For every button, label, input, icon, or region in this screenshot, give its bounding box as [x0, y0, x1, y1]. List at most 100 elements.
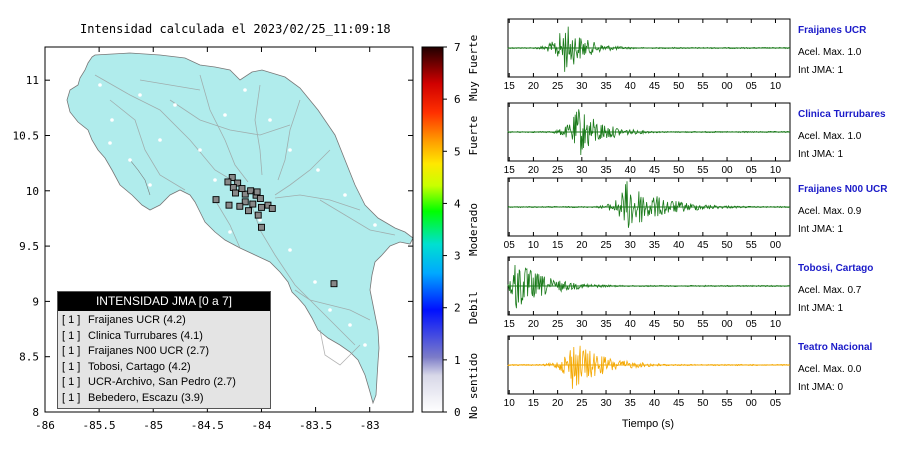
waveform-tick-label: 45 [673, 398, 685, 409]
waveform-tick-label: 00 [722, 165, 734, 176]
waveform-tick-label: 45 [649, 165, 661, 176]
colorbar-category-label: Muy Fuerte [467, 35, 480, 101]
station-int-jma: Int JMA: 1 [798, 65, 843, 76]
map-y-tick-label: 8.5 [19, 351, 39, 364]
station-name: Teatro Nacional [798, 342, 872, 353]
station-int-jma: Int JMA: 1 [798, 224, 843, 235]
waveform-tick-label: 40 [625, 165, 637, 176]
waveform-tick-label: 25 [576, 398, 588, 409]
station-marker [258, 203, 265, 211]
legend-item-level: [ 1 ] [62, 376, 81, 388]
station-int-jma: Int JMA: 0 [798, 382, 843, 393]
town-markers [98, 83, 377, 347]
waveform-trace [507, 109, 790, 156]
map-x-tick-label: -86 [35, 419, 55, 432]
legend-item: [ 1 ] Clinica Turrubares (4.1) [62, 329, 270, 345]
intensity-colorbar: 0 1 2 3 4 5 6 7 No sentido Debil Moderado Fuerte Mu… [421, 35, 480, 419]
waveform-trace [507, 264, 790, 309]
legend-item-level: [ 1 ] [62, 345, 81, 357]
waveform-tick-label: 30 [576, 81, 588, 92]
legend-item-label: Fraijanes UCR (4.2) [88, 314, 186, 326]
station-marker [225, 201, 233, 209]
colorbar-category-label: Debil [467, 291, 480, 324]
map-y-tick-label: 10 [26, 185, 39, 198]
legend-items: [ 1 ] Fraijanes UCR (4.2) [ 1 ] Clinica Tur… [58, 311, 270, 406]
waveform-tick-label: 50 [673, 319, 685, 330]
map-axis-ticks: -86 -85.5 -85 -84.5 -84 -83.5 -83 8 8.5 9 9.5 10 10.… [13, 47, 413, 432]
station-int-jma: Int JMA: 1 [798, 303, 843, 314]
waveform-tick-label: 55 [746, 240, 758, 251]
colorbar-tick-label: 0 [454, 406, 461, 419]
legend-item-level: [ 1 ] [62, 360, 81, 373]
waveform-tick-label: 15 [504, 165, 516, 176]
station-marker [224, 178, 232, 186]
waveform-tick-label: 20 [576, 240, 588, 251]
waveform-panel: 15 20 25 30 35 40 45 50 55 00 05 10 Fraijanes UCR Ace… [504, 18, 867, 92]
waveform-tick-label: 55 [722, 398, 734, 409]
waveform-tick-label: 30 [600, 398, 612, 409]
waveform-panel: 15 20 25 30 35 40 45 50 55 00 05 10 Clinica Turrubar… [504, 102, 886, 176]
station-marker [232, 189, 239, 197]
station-marker [330, 280, 338, 288]
waveform-tick-label: 50 [673, 81, 685, 92]
station-marker [241, 198, 249, 206]
waveform-tick-label: 35 [600, 165, 612, 176]
waveform-tick-label: 55 [697, 165, 709, 176]
station-marker [254, 211, 262, 219]
station-marker [247, 187, 255, 195]
waveform-tick-label: 45 [649, 319, 661, 330]
colorbar-tick-label: 6 [454, 93, 461, 106]
waveform-tick-label: 25 [600, 240, 612, 251]
station-name: Clinica Turrubares [798, 109, 886, 120]
intensity-legend: INTENSIDAD JMA [0 a 7] [ 1 ] Fraijanes UC… [57, 291, 271, 409]
waveform-panels: 15 20 25 30 35 40 45 50 55 00 05 10 Fraijanes UCR Ace… [504, 18, 888, 409]
waveform-tick-label: 10 [504, 398, 516, 409]
legend-item: [ 1 ] Tobosi, Cartago (4.2) [62, 360, 270, 376]
colorbar-category-label: No sentido [467, 353, 480, 419]
waveform-tick-label: 25 [552, 81, 564, 92]
waveform-tick-label: 00 [722, 319, 734, 330]
map-y-tick-label: 9 [32, 295, 39, 308]
waveform-trace [507, 345, 790, 389]
waveform-tick-label: 05 [770, 398, 782, 409]
station-marker [212, 196, 220, 204]
waveform-tick-label: 30 [625, 240, 637, 251]
legend-item: [ 1 ] Bebedero, Escazu (3.9) [62, 391, 270, 407]
station-accel-max: Acel. Max. 0.0 [798, 364, 862, 375]
waveform-tick-label: 10 [770, 165, 782, 176]
map-x-tick-label: -85 [143, 419, 163, 432]
waveform-tick-label: 50 [722, 240, 734, 251]
map-y-tick-label: 8 [32, 406, 39, 419]
station-marker [236, 202, 244, 210]
waveform-panel: 15 20 25 30 35 40 45 50 55 00 05 10 Tobosi, Cartago A… [504, 256, 873, 330]
legend-item-level: [ 1 ] [62, 329, 81, 342]
waveform-tick-label: 35 [600, 319, 612, 330]
map-x-tick-label: -83 [360, 419, 380, 432]
waveform-tick-label: 30 [576, 319, 588, 330]
station-marker [249, 200, 257, 208]
map-title: Intensidad calculada el 2023/02/25_11:09… [80, 22, 391, 36]
waveform-tick-label: 40 [625, 81, 637, 92]
waveform-tick-label: 35 [625, 398, 637, 409]
station-accel-max: Acel. Max. 0.9 [798, 206, 862, 217]
station-accel-max: Acel. Max. 1.0 [798, 131, 862, 142]
waveform-tick-label: 55 [697, 81, 709, 92]
station-name: Fraijanes UCR [798, 25, 867, 36]
legend-item-level: [ 1 ] [62, 314, 81, 326]
time-axis-label: Tiempo (s) [622, 418, 674, 430]
station-accel-max: Acel. Max. 1.0 [798, 47, 862, 58]
station-markers [212, 174, 338, 288]
legend-item-label: Tobosi, Cartago (4.2) [88, 360, 191, 373]
colorbar-labels: No sentido Debil Moderado Fuerte Muy Fuerte [467, 35, 480, 419]
map-x-tick-label: -85.5 [83, 419, 116, 432]
colorbar-tick-label: 1 [454, 354, 461, 367]
waveform-trace [507, 26, 790, 72]
waveform-tick-label: 20 [528, 319, 540, 330]
waveform-tick-label: 25 [552, 319, 564, 330]
station-marker [234, 179, 242, 187]
legend-item-label: Fraijanes N00 UCR (2.7) [88, 345, 210, 357]
waveform-tick-label: 50 [673, 165, 685, 176]
waveform-tick-label: 30 [576, 165, 588, 176]
legend-item-label: Bebedero, Escazu (3.9) [88, 391, 204, 404]
